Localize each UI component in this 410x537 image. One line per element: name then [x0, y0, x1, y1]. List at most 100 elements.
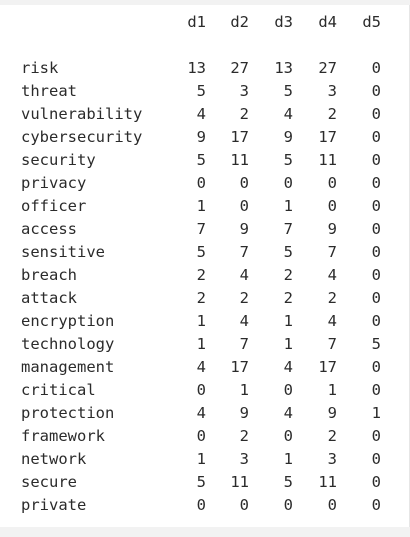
table-cell: 9: [239, 404, 249, 422]
table-cell: 0: [371, 197, 381, 215]
column-header-d4: d4: [318, 13, 337, 31]
table-cell: 0: [371, 174, 381, 192]
table-cell: 1: [196, 450, 206, 468]
table-cell: 0: [371, 151, 381, 169]
table-cell: 0: [371, 59, 381, 77]
table-cell: 0: [239, 197, 249, 215]
table-cell: 4: [283, 105, 293, 123]
table-cell: 0: [371, 220, 381, 238]
table-cell: 2: [283, 289, 293, 307]
table-cell: 5: [196, 473, 206, 491]
row-term-label: technology: [21, 335, 115, 353]
column-header-d2: d2: [230, 13, 249, 31]
table-cell: 0: [371, 358, 381, 376]
table-cell: 7: [283, 220, 293, 238]
table-cell: 0: [196, 427, 206, 445]
table-cell: 13: [187, 59, 206, 77]
table-cell: 4: [283, 404, 293, 422]
table-cell: 7: [239, 335, 249, 353]
table-cell: 0: [371, 496, 381, 514]
table-cell: 0: [239, 174, 249, 192]
table-cell: 2: [196, 289, 206, 307]
table-cell: 11: [230, 473, 249, 491]
table-cell: 4: [196, 105, 206, 123]
row-term-label: threat: [21, 82, 77, 100]
table-cell: 5: [196, 243, 206, 261]
table-cell: 3: [327, 82, 337, 100]
table-cell: 5: [283, 243, 293, 261]
table-cell: 0: [283, 496, 293, 514]
table-cell: 0: [371, 473, 381, 491]
table-cell: 0: [196, 496, 206, 514]
table-cell: 5: [196, 151, 206, 169]
table-cell: 4: [327, 312, 337, 330]
row-term-label: management: [21, 358, 115, 376]
row-term-label: cybersecurity: [21, 128, 143, 146]
row-term-label: protection: [21, 404, 115, 422]
table-cell: 9: [327, 220, 337, 238]
row-term-label: attack: [21, 289, 77, 307]
table-cell: 4: [196, 404, 206, 422]
table-cell: 0: [371, 450, 381, 468]
table-cell: 0: [283, 427, 293, 445]
table-cell: 1: [283, 312, 293, 330]
table-cell: 17: [230, 358, 249, 376]
column-header-d5: d5: [362, 13, 381, 31]
table-cell: 0: [371, 128, 381, 146]
table-header-row: d1 d2 d3 d4 d5: [0, 11, 381, 34]
row-term-label: encryption: [21, 312, 115, 330]
table-cell: 7: [196, 220, 206, 238]
table-cell: 1: [239, 381, 249, 399]
table-cell: 3: [239, 450, 249, 468]
table-cell: 27: [318, 59, 337, 77]
table-cell: 5: [283, 151, 293, 169]
table-cell: 2: [327, 427, 337, 445]
table-cell: 1: [327, 381, 337, 399]
table-cell: 17: [230, 128, 249, 146]
table-cell: 0: [196, 174, 206, 192]
table-cell: 4: [196, 358, 206, 376]
table-cell: 4: [283, 358, 293, 376]
table-cell: 11: [318, 151, 337, 169]
table-cell: 9: [283, 128, 293, 146]
row-term-label: privacy: [21, 174, 87, 192]
row-term-label: security: [21, 151, 96, 169]
table-cell: 0: [327, 496, 337, 514]
table-cell: 0: [371, 105, 381, 123]
table-cell: 7: [327, 335, 337, 353]
table-cell: 17: [318, 128, 337, 146]
table-cell: 17: [318, 358, 337, 376]
table-cell: 11: [230, 151, 249, 169]
row-term-label: framework: [21, 427, 105, 445]
table-cell: 0: [371, 243, 381, 261]
row-term-label: secure: [21, 473, 77, 491]
bottom-border: [0, 527, 410, 537]
table-cell: 1: [371, 404, 381, 422]
table-cell: 0: [327, 197, 337, 215]
table-cell: 1: [283, 450, 293, 468]
table-cell: 1: [196, 197, 206, 215]
table-cell: 0: [283, 381, 293, 399]
table-cell: 3: [239, 82, 249, 100]
table-cell: 2: [327, 105, 337, 123]
table-cell: 2: [327, 289, 337, 307]
table-cell: 0: [371, 289, 381, 307]
row-term-label: private: [21, 496, 87, 514]
table-cell: 0: [371, 427, 381, 445]
table-cell: 2: [239, 427, 249, 445]
row-term-label: breach: [21, 266, 77, 284]
table-cell: 5: [196, 82, 206, 100]
table-cell: 1: [196, 335, 206, 353]
table-cell: 4: [239, 312, 249, 330]
top-border: [0, 0, 410, 5]
table-cell: 2: [239, 289, 249, 307]
table-cell: 2: [196, 266, 206, 284]
table-cell: 27: [230, 59, 249, 77]
row-term-label: vulnerability: [21, 105, 143, 123]
row-term-label: critical: [21, 381, 96, 399]
table-cell: 0: [371, 312, 381, 330]
row-term-label: network: [21, 450, 87, 468]
table-cell: 1: [283, 335, 293, 353]
table-cell: 0: [371, 266, 381, 284]
row-term-label: sensitive: [21, 243, 105, 261]
